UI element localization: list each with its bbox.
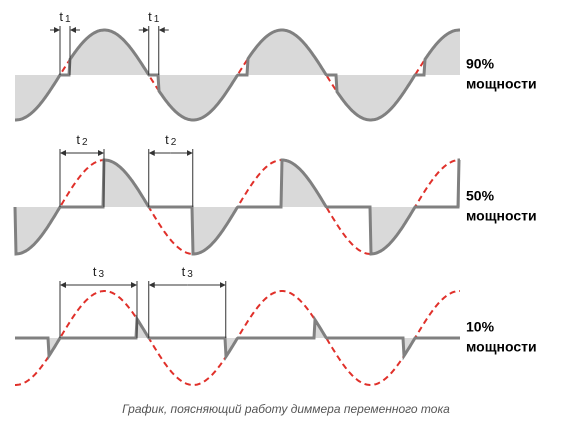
- delay-index: 2: [171, 137, 177, 148]
- delay-index: 3: [99, 269, 105, 280]
- delay-symbol: t: [182, 264, 186, 279]
- load-voltage: [15, 314, 460, 362]
- delay-index: 3: [187, 269, 193, 280]
- delay-index: 2: [82, 137, 88, 148]
- power-label: 50%: [466, 188, 495, 204]
- power-unit: мощности: [466, 76, 537, 92]
- delay-symbol: t: [165, 132, 169, 147]
- delay-symbol: t: [59, 9, 63, 24]
- delay-index: 1: [154, 14, 160, 25]
- delay-symbol: t: [148, 9, 152, 24]
- load-voltage: [15, 28, 460, 122]
- power-unit: мощности: [466, 339, 537, 355]
- delay-symbol: t: [76, 132, 80, 147]
- power-label: 90%: [466, 56, 495, 72]
- power-unit: мощности: [466, 208, 537, 224]
- power-label: 10%: [466, 319, 495, 335]
- load-voltage: [13, 158, 461, 256]
- delay-index: 1: [65, 14, 71, 25]
- caption: График, поясняющий работу диммера переме…: [122, 402, 450, 416]
- delay-symbol: t: [93, 264, 97, 279]
